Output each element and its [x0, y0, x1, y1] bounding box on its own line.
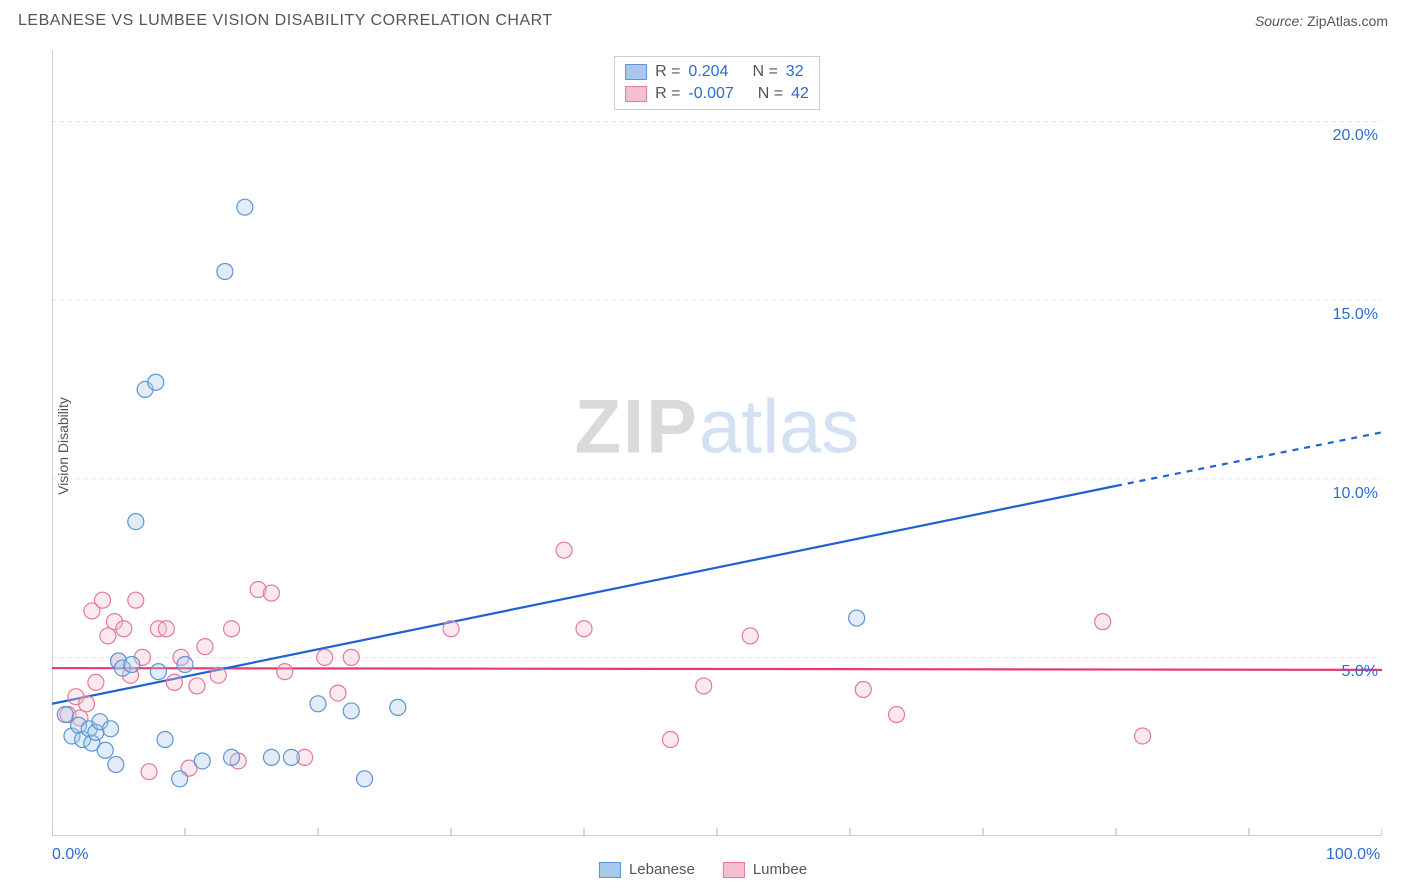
y-tick-20: 20.0% — [1333, 127, 1378, 145]
x-tick-0: 0.0% — [52, 846, 88, 864]
r-label: R = — [655, 85, 680, 103]
legend-lumbee-label: Lumbee — [753, 861, 807, 878]
legend-item-lumbee: Lumbee — [723, 861, 807, 878]
legend-lebanese-label: Lebanese — [629, 861, 695, 878]
plot-area: R = 0.204 N = 32 R = -0.007 N = 42 ZIPat… — [52, 50, 1382, 836]
lumbee-n-value: 42 — [791, 85, 809, 103]
n-label: N = — [758, 85, 783, 103]
legend-row-lumbee: R = -0.007 N = 42 — [625, 83, 809, 105]
r-label: R = — [655, 63, 680, 81]
lebanese-r-value: 0.204 — [688, 63, 728, 81]
y-tick-15: 15.0% — [1333, 306, 1378, 324]
legend-item-lebanese: Lebanese — [599, 861, 695, 878]
chart-header: LEBANESE VS LUMBEE VISION DISABILITY COR… — [0, 0, 1406, 38]
scatter-plot-svg — [52, 50, 1382, 836]
lumbee-r-value: -0.007 — [688, 85, 733, 103]
swatch-lumbee — [625, 86, 647, 102]
swatch-lebanese — [625, 64, 647, 80]
correlation-legend: R = 0.204 N = 32 R = -0.007 N = 42 — [614, 56, 820, 110]
lebanese-n-value: 32 — [786, 63, 804, 81]
legend-row-lebanese: R = 0.204 N = 32 — [625, 61, 809, 83]
y-tick-5: 5.0% — [1342, 663, 1378, 681]
series-legend: Lebanese Lumbee — [599, 861, 807, 878]
source-value: ZipAtlas.com — [1307, 13, 1388, 29]
source-credit: Source: ZipAtlas.com — [1255, 13, 1388, 29]
x-tick-100: 100.0% — [1326, 846, 1380, 864]
y-tick-10: 10.0% — [1333, 485, 1378, 503]
source-label: Source: — [1255, 13, 1303, 29]
chart-title: LEBANESE VS LUMBEE VISION DISABILITY COR… — [18, 12, 553, 30]
swatch-lumbee-icon — [723, 862, 745, 878]
swatch-lebanese-icon — [599, 862, 621, 878]
n-label: N = — [752, 63, 777, 81]
